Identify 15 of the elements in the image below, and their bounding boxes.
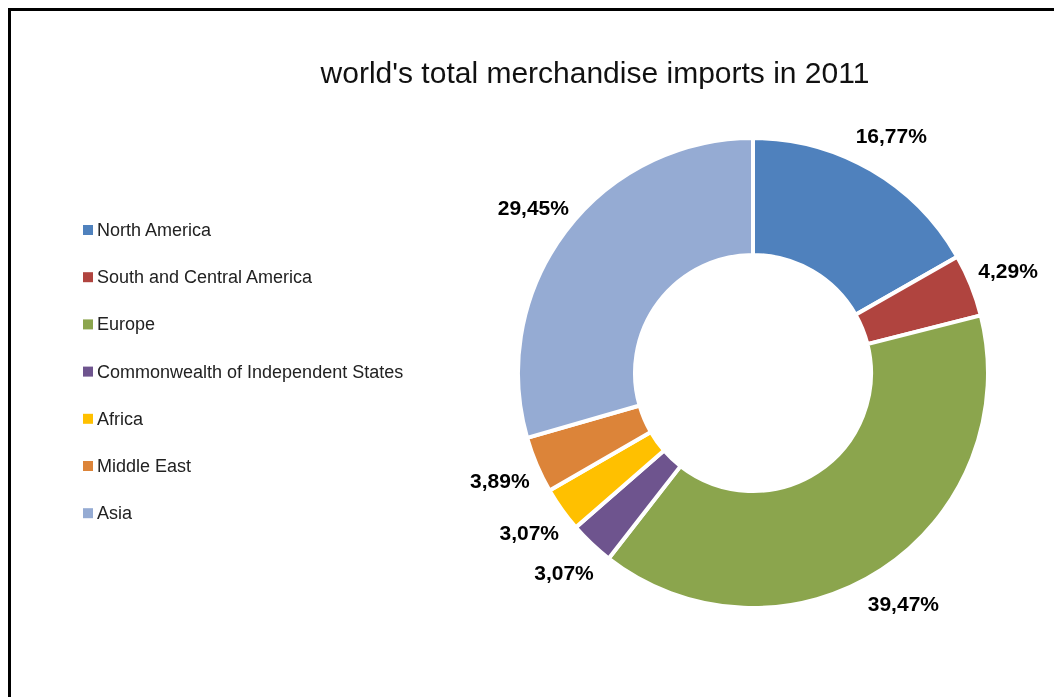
legend-label: Asia (97, 503, 133, 524)
legend-label: Europe (97, 314, 156, 335)
legend-label: Africa (97, 408, 144, 429)
chart-title: world's total merchandise imports in 2011 (319, 56, 870, 89)
data-label: 3,89% (470, 469, 530, 492)
legend-label: North America (97, 220, 213, 240)
data-label: 3,07% (534, 561, 595, 585)
data-label: 16,77% (855, 123, 928, 147)
legend-label: South and Central America (97, 267, 314, 288)
legend-label: Middle East (97, 456, 192, 476)
data-label: 29,45% (497, 196, 570, 220)
data-label: 4,29% (978, 258, 1039, 282)
legend-label: Commonwealth of Independent States (97, 361, 404, 382)
data-label: 39,47% (867, 591, 940, 615)
data-label: 3,07% (499, 521, 560, 545)
